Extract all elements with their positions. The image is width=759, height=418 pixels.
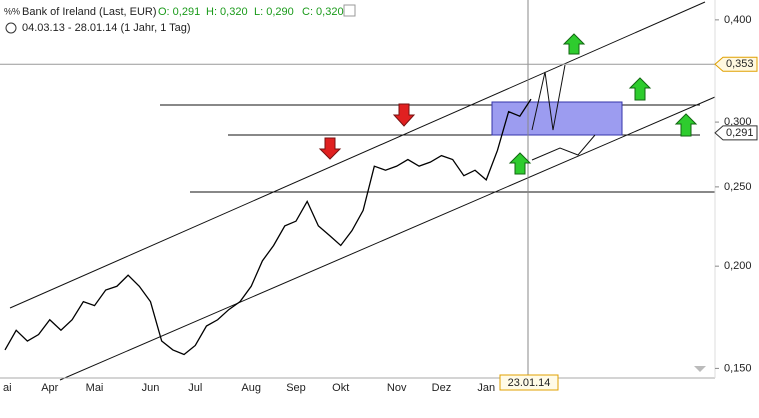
y-tick-label: 0,300 [724, 116, 752, 128]
x-tick-label: Dez [432, 382, 452, 394]
down-arrow [318, 137, 342, 160]
x-tick-label: Jan [477, 382, 495, 394]
up-arrow [562, 33, 586, 55]
y-tick-label: 0,150 [724, 362, 752, 374]
channel-upper [9, 1, 706, 309]
x-tick-label: Jul [188, 382, 202, 394]
up-arrow [508, 152, 532, 175]
crosshair-label: 23.01.14 [508, 377, 551, 389]
price-marker [714, 56, 758, 72]
chart-subtitle: 04.03.13 - 28.01.14 (1 Jahr, 1 Tag) [22, 22, 191, 34]
ohlc-value: O: 0,291 [158, 6, 200, 18]
chart-icon: %% [4, 6, 20, 16]
chart-title: Bank of Ireland (Last, EUR) [22, 6, 157, 18]
x-tick-label: ai [3, 382, 12, 394]
price-marker [714, 125, 758, 141]
x-tick-label: Apr [41, 382, 58, 394]
y-tick-label: 0,400 [724, 14, 752, 26]
ohlc-value: L: 0,290 [254, 6, 294, 18]
y-tick-label: 0,250 [724, 181, 752, 193]
crosshair-box [499, 374, 559, 391]
x-tick-label: Nov [387, 382, 407, 394]
price-marker-label: 0,291 [726, 127, 754, 139]
x-tick-label: Jun [142, 382, 160, 394]
scroll-icon[interactable] [694, 366, 706, 372]
settings-icon[interactable] [343, 4, 356, 17]
ohlc-value: H: 0,320 [206, 6, 248, 18]
x-tick-label: Mai [86, 382, 104, 394]
projection [531, 64, 566, 131]
annotations [9, 0, 716, 381]
price-marker-label: 0,353 [726, 58, 754, 70]
x-tick-label: Aug [241, 382, 261, 394]
price-line-series [4, 98, 532, 356]
x-tick-label: Sep [286, 382, 306, 394]
channel-lower [59, 96, 716, 381]
up-arrow [674, 113, 698, 137]
x-tick-label: Okt [332, 382, 349, 394]
projection [531, 134, 596, 161]
y-tick-label: 0,200 [724, 260, 752, 272]
ohlc-values: O: 0,291 H: 0,320 L: 0,290 C: 0,320 [158, 6, 344, 18]
up-arrow [628, 77, 652, 101]
clock-icon [5, 22, 17, 34]
ohlc-value: C: 0,320 [302, 6, 344, 18]
down-arrow [392, 103, 416, 127]
